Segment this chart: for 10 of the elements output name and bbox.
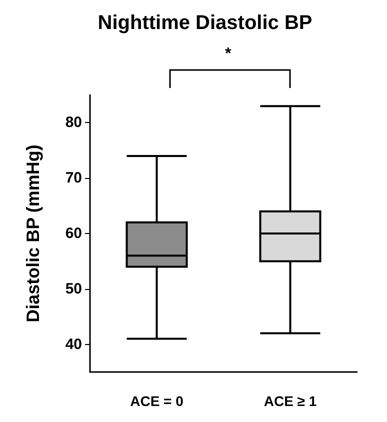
y-axis-title: Diastolic BP (mmHg) (23, 144, 43, 322)
chart-title: Nighttime Diastolic BP (98, 12, 312, 34)
y-tick-label: 40 (65, 336, 82, 353)
y-tick-label: 80 (65, 114, 82, 132)
y-tick-label: 50 (65, 280, 82, 298)
x-tick-label: ACE = 0 (130, 393, 184, 409)
x-tick-label: ACE ≥ 1 (264, 393, 317, 409)
text: * (225, 46, 232, 62)
y-tick-label: 60 (65, 225, 82, 242)
y-tick-label: 70 (65, 170, 82, 187)
